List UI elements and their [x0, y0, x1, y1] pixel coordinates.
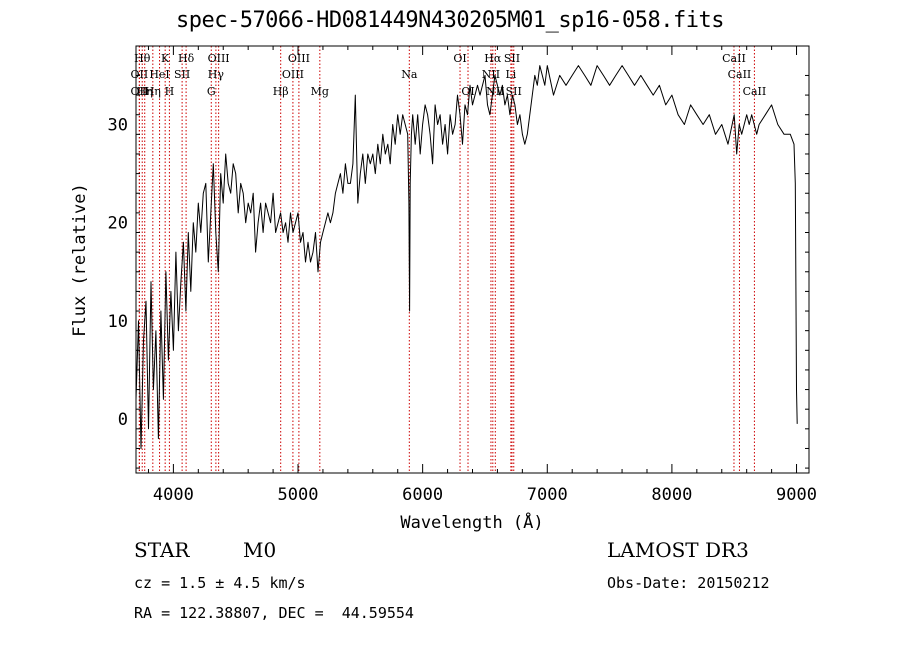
- line-marker-label: CaII: [743, 85, 767, 98]
- line-marker-label: SII: [506, 85, 522, 98]
- y-tick-label: 0: [118, 410, 128, 430]
- line-marker-label: NII: [482, 68, 500, 81]
- line-marker-label: Na: [401, 68, 418, 81]
- x-tick-label: 5000: [278, 485, 319, 505]
- line-marker-label: OIII: [208, 52, 230, 65]
- line-marker-label: Hβ: [273, 85, 289, 98]
- line-marker-label: Li: [505, 68, 516, 81]
- line-marker-label: OIII: [282, 68, 304, 81]
- redshift-velocity: cz = 1.5 ± 4.5 km/s: [134, 574, 306, 592]
- plot-frame: [135, 45, 810, 474]
- line-marker-label: OI: [453, 52, 466, 65]
- line-marker-label: OIII: [288, 52, 310, 65]
- line-marker-label: G: [207, 85, 216, 98]
- line-markers: [138, 46, 755, 473]
- line-marker-label: CaII: [722, 52, 746, 65]
- line-marker-label: Hα: [484, 52, 502, 65]
- x-tick-label: 9000: [776, 485, 817, 505]
- line-marker-label: H: [165, 85, 175, 98]
- x-axis-label: Wavelength (Å): [400, 511, 543, 533]
- line-marker-label: CaII: [728, 68, 752, 81]
- survey-name: LAMOST DR3: [607, 538, 749, 562]
- line-marker-label: HeI: [149, 68, 169, 81]
- x-tick-label: 6000: [402, 485, 443, 505]
- line-marker-label: OII: [131, 68, 149, 81]
- x-tick-label: 8000: [651, 485, 692, 505]
- line-marker-label: K: [161, 52, 170, 65]
- line-marker-label: SII: [174, 68, 190, 81]
- x-tick-label: 7000: [527, 485, 568, 505]
- y-axis-label: Flux (relative): [70, 183, 90, 337]
- line-marker-label: Hθ: [134, 52, 151, 65]
- y-tick-label: 20: [108, 214, 128, 234]
- y-tick-label: 30: [108, 116, 128, 136]
- line-marker-label: OII: [131, 85, 149, 98]
- y-tick-label: 10: [108, 312, 128, 332]
- spectrum-line: [135, 65, 798, 449]
- y-axis-ticks: 0 10 20 30: [108, 74, 809, 469]
- line-marker-label: OI: [461, 85, 474, 98]
- line-marker-label: Mg: [311, 85, 329, 98]
- x-tick-label: 4000: [153, 485, 194, 505]
- object-subclass: M0: [243, 538, 277, 562]
- spectrum-series: [135, 65, 798, 449]
- x-axis-ticks: 4000 5000 6000 7000 8000 9000: [147, 46, 817, 505]
- line-marker-label: NII: [486, 85, 504, 98]
- line-marker-label: Hη: [137, 85, 153, 98]
- line-marker-label: Hδ: [178, 52, 195, 65]
- observation-date: Obs-Date: 20150212: [607, 574, 770, 592]
- line-marker-label: SII: [504, 52, 520, 65]
- line-marker-label: Hγ: [208, 68, 225, 81]
- object-class: STAR: [134, 538, 190, 562]
- chart-title: spec-57066-HD081449N430205M01_sp16-058.f…: [175, 8, 725, 33]
- line-marker-label: Hη: [145, 85, 161, 98]
- coordinates: RA = 122.38807, DEC = 44.59554: [134, 604, 414, 622]
